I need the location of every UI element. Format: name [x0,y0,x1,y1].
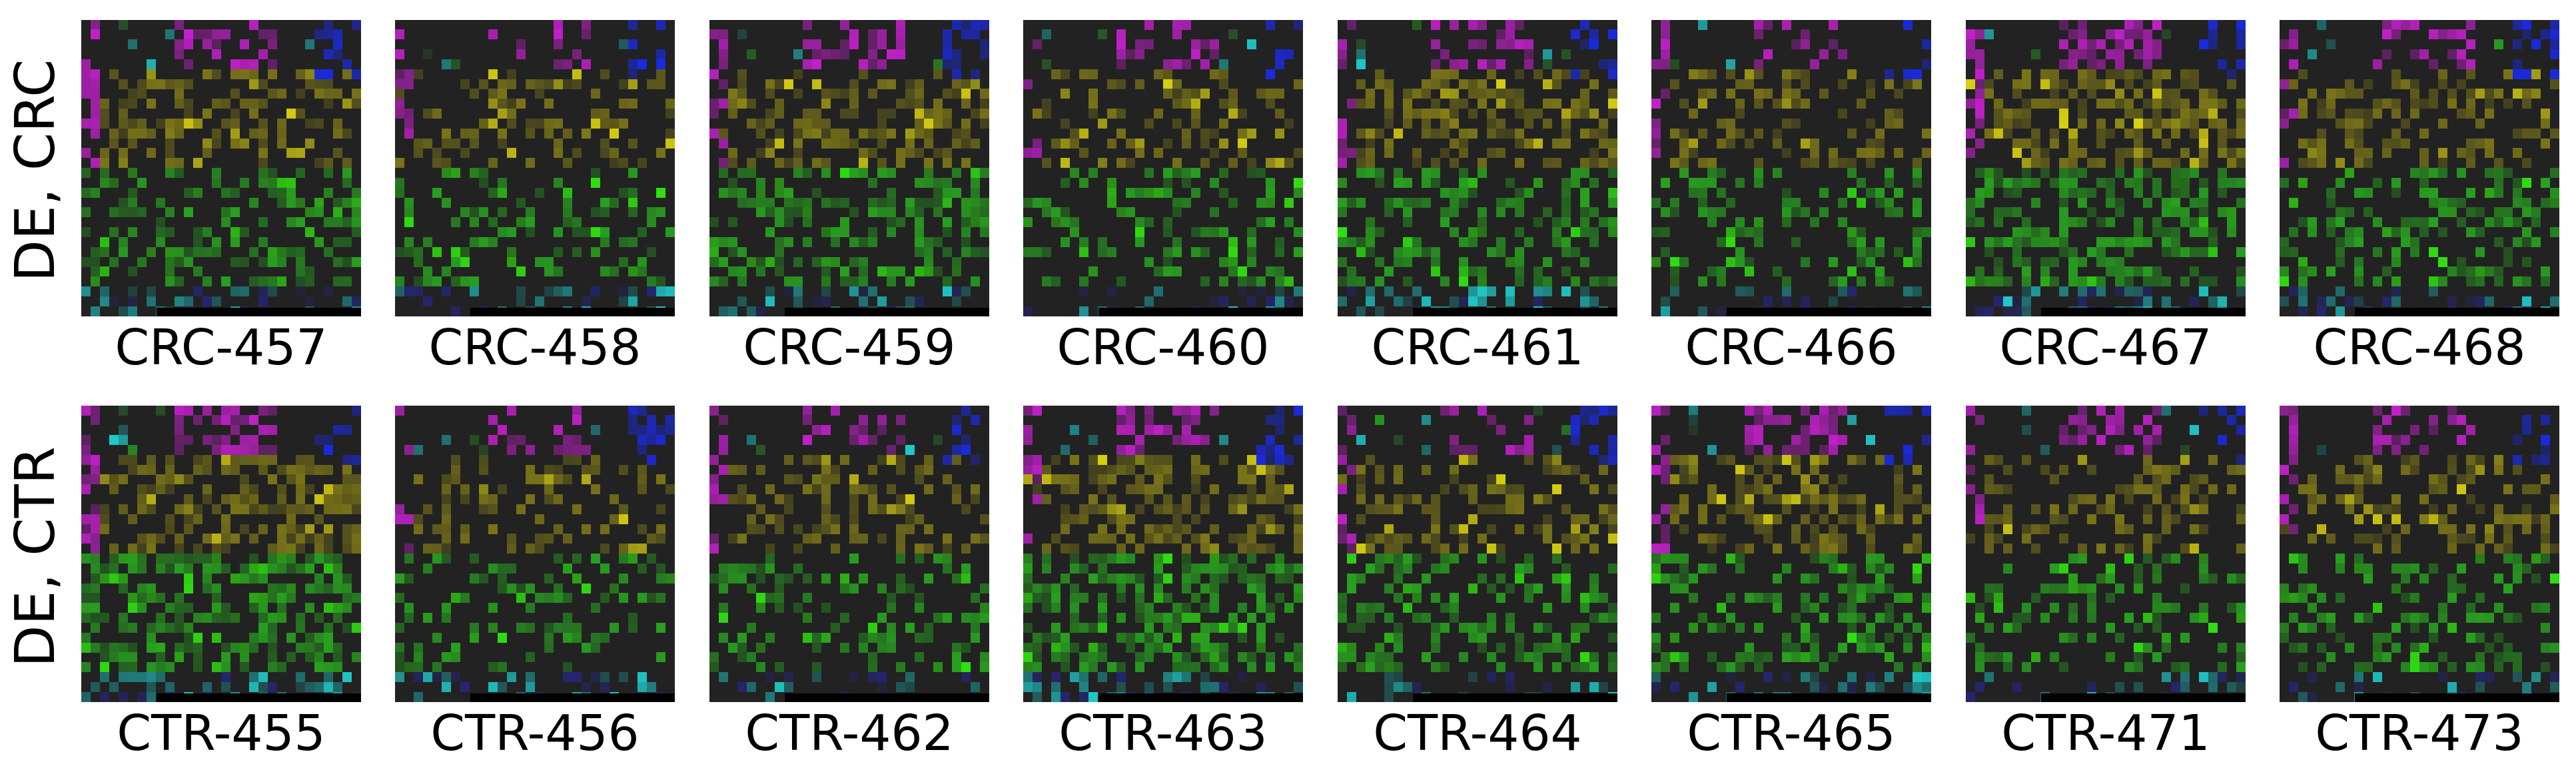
panel-image [81,20,361,316]
panel-ctr-462: CTR-462 [709,406,989,758]
panel-caption: CRC-457 [115,319,328,376]
panel-crc-458: CRC-458 [395,20,675,372]
panel-image [1338,20,1617,316]
panel-caption: CTR-455 [117,705,326,762]
panel-caption: CTR-456 [430,705,640,762]
panel-ctr-471: CTR-471 [1966,406,2246,758]
panel-caption: CRC-459 [743,319,956,376]
panel-caption: CTR-463 [1059,705,1268,762]
panel-image [1338,406,1617,702]
panel-caption: CRC-468 [2313,319,2526,376]
panel-ctr-455: CTR-455 [81,406,361,758]
panel-caption: CTR-465 [1687,705,1896,762]
row-label-ctr: DE, CTR [4,446,67,667]
panel-caption: CTR-471 [2001,705,2210,762]
panel-image [1966,406,2246,702]
panel-image [1651,20,1931,316]
panel-image [709,20,989,316]
panel-crc-457: CRC-457 [81,20,361,372]
panel-crc-460: CRC-460 [1023,20,1303,372]
panel-caption: CTR-462 [745,705,954,762]
panel-image [1023,20,1303,316]
row-label-crc: DE, CRC [4,59,67,282]
panel-image [81,406,361,702]
panel-image [1023,406,1303,702]
panel-image [395,406,675,702]
panel-crc-459: CRC-459 [709,20,989,372]
panel-image [2280,20,2559,316]
panel-crc-468: CRC-468 [2280,20,2559,372]
panel-ctr-463: CTR-463 [1023,406,1303,758]
panel-caption: CRC-461 [1371,319,1584,376]
panel-crc-467: CRC-467 [1966,20,2246,372]
panel-caption: CTR-464 [1373,705,1582,762]
panel-ctr-464: CTR-464 [1338,406,1617,758]
panel-caption: CTR-473 [2315,705,2524,762]
panel-caption: CRC-458 [428,319,642,376]
panel-image [1651,406,1931,702]
panel-crc-461: CRC-461 [1338,20,1617,372]
panel-image [395,20,675,316]
panel-crc-466: CRC-466 [1651,20,1931,372]
panel-caption: CRC-460 [1057,319,1270,376]
panel-caption: CRC-466 [1685,319,1898,376]
panel-image [2280,406,2559,702]
panel-image [709,406,989,702]
panel-ctr-473: CTR-473 [2280,406,2559,758]
panel-image [1966,20,2246,316]
panel-ctr-465: CTR-465 [1651,406,1931,758]
panel-caption: CRC-467 [1999,319,2212,376]
panel-ctr-456: CTR-456 [395,406,675,758]
